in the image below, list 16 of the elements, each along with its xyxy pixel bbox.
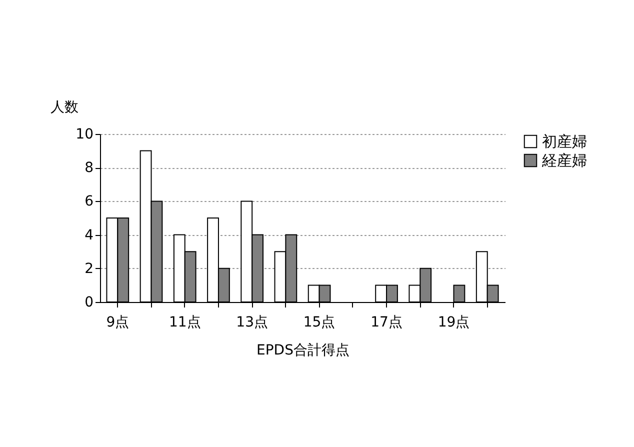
legend-label: 経産婦 bbox=[541, 152, 587, 170]
y-tick-label: 2 bbox=[84, 260, 94, 277]
y-tick-label: 0 bbox=[84, 294, 94, 310]
x-tick-label: 15点 bbox=[303, 314, 336, 330]
x-axis-title: EPDS合計得点 bbox=[256, 342, 350, 358]
legend-label: 初産婦 bbox=[542, 132, 587, 150]
y-tick-label: 6 bbox=[84, 194, 94, 210]
x-tick-label: 19点 bbox=[438, 314, 470, 330]
x-tick-label: 9点 bbox=[106, 314, 130, 330]
y-axis-title: 人数 bbox=[50, 100, 78, 116]
x-tick-label: 11点 bbox=[168, 314, 201, 330]
x-tick-label: 17点 bbox=[370, 314, 402, 330]
y-tick-label: 8 bbox=[84, 160, 94, 176]
y-tick-label: 4 bbox=[84, 227, 94, 244]
x-tick-label: 13点 bbox=[236, 314, 268, 330]
y-tick-label: 10 bbox=[76, 126, 94, 142]
